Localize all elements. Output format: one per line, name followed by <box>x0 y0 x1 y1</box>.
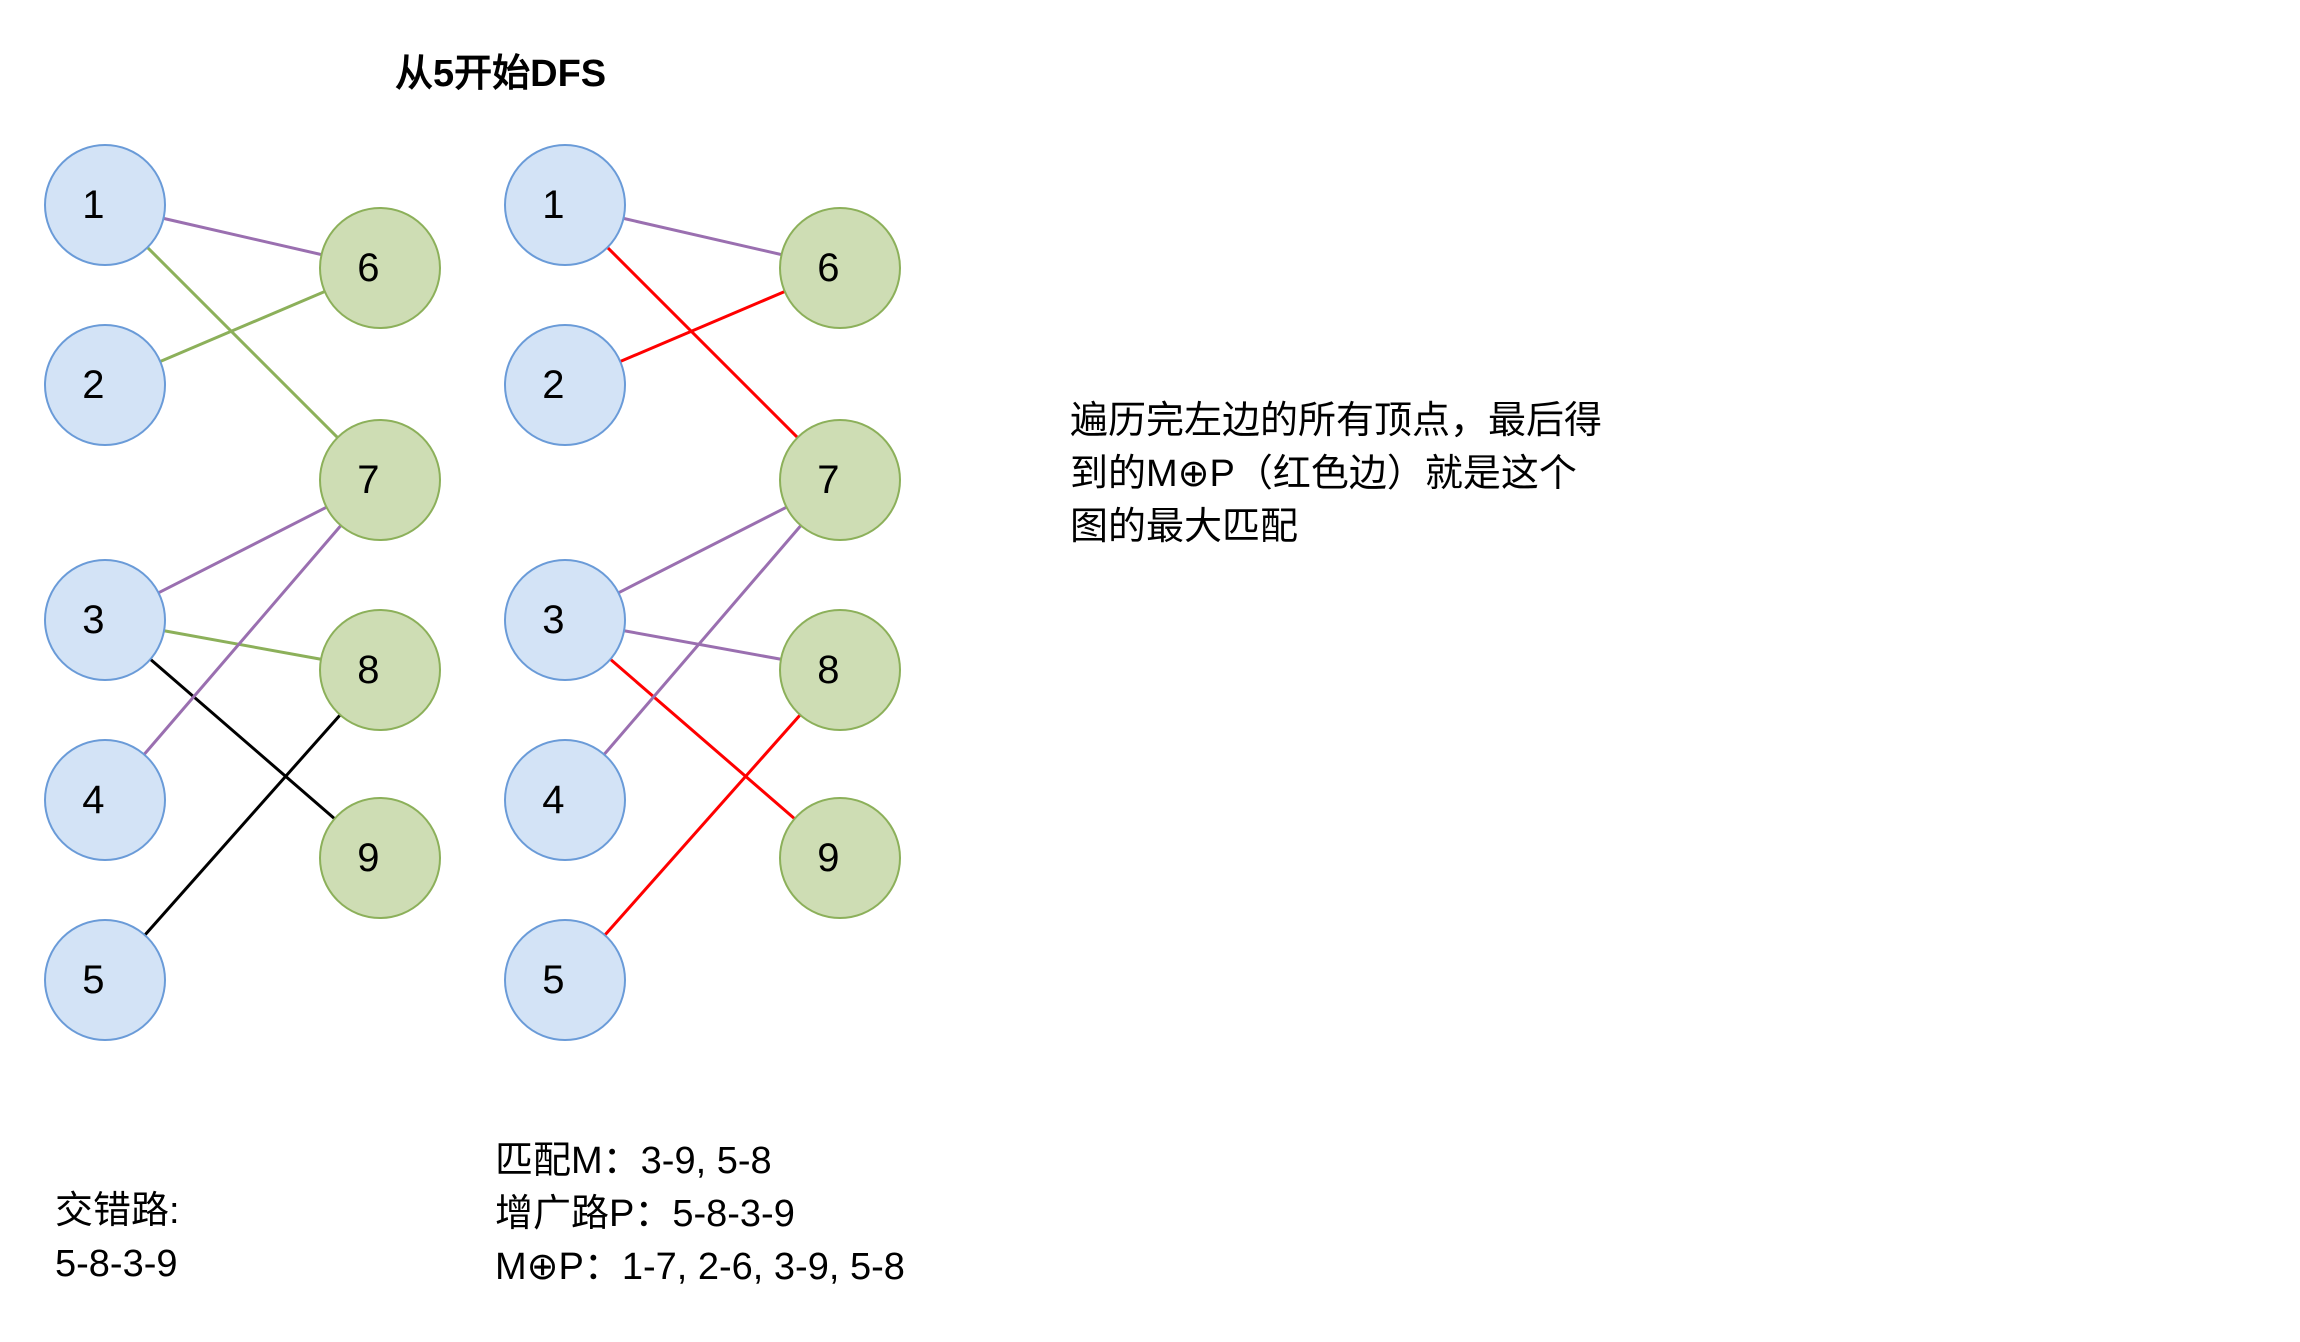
graph-left-node-label-4: 4 <box>82 778 104 822</box>
graph-right-node-4 <box>505 740 625 860</box>
graph-left-node-3 <box>45 560 165 680</box>
graph-right-node-label-3: 3 <box>542 598 564 642</box>
graph-right-edge-4-7 <box>604 526 801 755</box>
caption-right: 匹配M：3-9, 5-8 增广路P：5-8-3-9 M⊕P：1-7, 2-6, … <box>495 1135 905 1295</box>
graph-right-edge-3-7 <box>618 507 786 593</box>
graph-left-node-6 <box>320 208 440 328</box>
graph-left-node-label-8: 8 <box>357 648 379 692</box>
graph-left-node-7 <box>320 420 440 540</box>
graph-right-node-8 <box>780 610 900 730</box>
graph-left-edge-3-8 <box>164 631 321 660</box>
graph-left-edge-1-6 <box>163 218 321 254</box>
graph-right-node-label-4: 4 <box>542 778 564 822</box>
graph-left-node-1 <box>45 145 165 265</box>
graph-right-node-label-8: 8 <box>817 648 839 692</box>
graph-left-edge-2-6 <box>160 291 325 361</box>
graph-right-node-9 <box>780 798 900 918</box>
graph-right-edge-3-9 <box>610 659 794 818</box>
right-annotation: 遍历完左边的所有顶点，最后得 到的M⊕P（红色边）就是这个 图的最大匹配 <box>1070 395 1602 555</box>
graph-left-edge-3-9 <box>150 659 334 818</box>
graph-right-node-label-7: 7 <box>817 458 839 502</box>
graph-left-node-label-1: 1 <box>82 183 104 227</box>
graph-left-edge-4-7 <box>144 526 341 755</box>
graph-right-node-3 <box>505 560 625 680</box>
graph-right-node-2 <box>505 325 625 445</box>
graph-left-node-label-7: 7 <box>357 458 379 502</box>
graph-right-node-5 <box>505 920 625 1040</box>
graph-left-edge-1-7 <box>147 247 337 437</box>
graph-right-node-label-5: 5 <box>542 958 564 1002</box>
graph-left-node-label-9: 9 <box>357 836 379 880</box>
graph-right-node-label-9: 9 <box>817 836 839 880</box>
graph-left-node-2 <box>45 325 165 445</box>
graph-right-edge-1-6 <box>623 218 781 254</box>
graph-left-node-8 <box>320 610 440 730</box>
graph-right-edge-3-8 <box>624 631 781 660</box>
graph-right-node-6 <box>780 208 900 328</box>
graph-left-node-4 <box>45 740 165 860</box>
graph-right-node-label-6: 6 <box>817 246 839 290</box>
graph-left-node-label-6: 6 <box>357 246 379 290</box>
graph-right-node-1 <box>505 145 625 265</box>
graph-left-node-label-5: 5 <box>82 958 104 1002</box>
graph-right-node-label-1: 1 <box>542 183 564 227</box>
graph-left-node-label-2: 2 <box>82 363 104 407</box>
caption-left: 交错路: 5-8-3-9 <box>55 1185 180 1291</box>
graph-left-node-5 <box>45 920 165 1040</box>
graph-right-edge-1-7 <box>607 247 797 437</box>
graph-right-node-7 <box>780 420 900 540</box>
graph-right-node-label-2: 2 <box>542 363 564 407</box>
graph-left-node-label-3: 3 <box>82 598 104 642</box>
graph-left-node-9 <box>320 798 440 918</box>
graph-right-edge-5-8 <box>605 715 800 935</box>
diagram-title: 从5开始DFS <box>395 48 606 101</box>
graph-left-edge-3-7 <box>158 507 326 593</box>
graph-left-edge-5-8 <box>145 715 340 935</box>
graph-right-edge-2-6 <box>620 291 785 361</box>
diagram-canvas: 1 2 3 4 5 6 7 8 9 1 2 3 4 5 6 7 8 9 <box>0 0 2300 1342</box>
